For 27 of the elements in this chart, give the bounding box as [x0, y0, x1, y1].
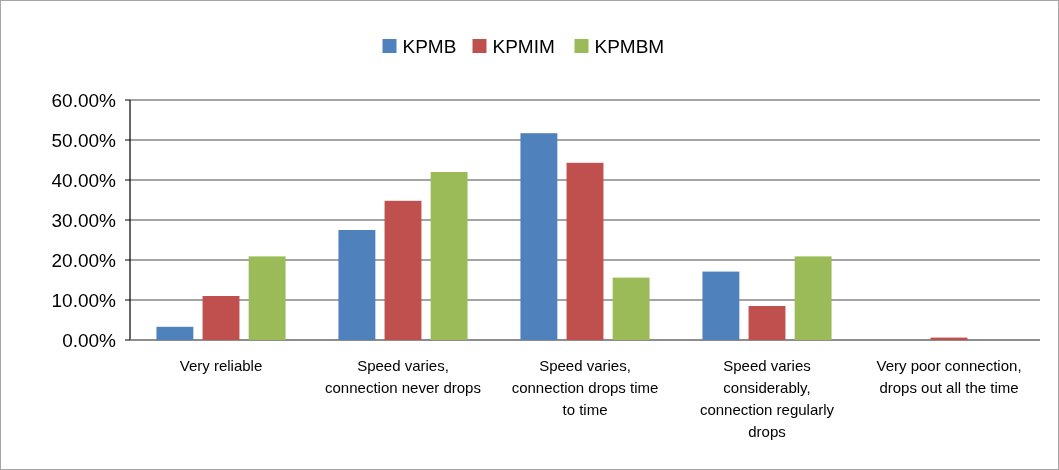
bar — [794, 256, 832, 340]
y-tick-label: 0.00% — [62, 329, 117, 351]
y-tick-label: 30.00% — [51, 209, 117, 231]
legend-label: KPMB — [402, 35, 457, 57]
y-tick-label: 50.00% — [51, 129, 117, 151]
x-tick-label: Very reliable — [179, 357, 263, 374]
bar — [248, 256, 286, 340]
x-tick-label: Speed varies considerably, connection regularly drops — [699, 357, 835, 440]
legend-label: KPMBM — [594, 35, 665, 57]
bar — [156, 326, 194, 340]
x-tick-label: Speed varies, connection drops time to time — [511, 357, 659, 418]
x-tick-label: Very poor connection, drops out all the time — [876, 357, 1022, 396]
y-tick-label: 60.00% — [51, 89, 117, 111]
legend-label: KPMIM — [492, 35, 555, 57]
x-tick-label: Speed varies, connection never drops — [325, 357, 481, 396]
y-tick-label: 20.00% — [51, 249, 117, 271]
bar — [566, 162, 604, 340]
bar — [702, 271, 740, 340]
bar — [520, 133, 558, 340]
bar — [338, 230, 376, 340]
bar — [430, 172, 468, 340]
bar — [202, 296, 240, 340]
y-tick-label: 10.00% — [51, 289, 117, 311]
bar — [612, 277, 650, 340]
bar — [384, 200, 422, 340]
y-tick-label: 40.00% — [51, 169, 117, 191]
bar — [748, 306, 786, 340]
